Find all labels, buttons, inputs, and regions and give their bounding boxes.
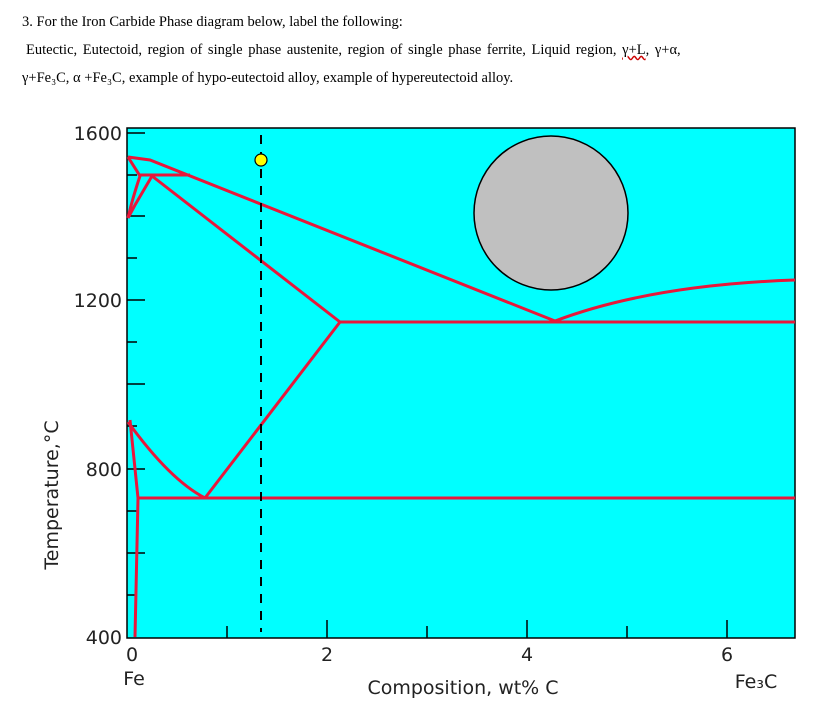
x-axis-label: Composition, wt% C [367,677,558,699]
x-tick-4: 4 [521,644,533,666]
liquidus-cementite [554,278,796,323]
composition-marker-dot[interactable] [254,153,268,167]
label-list: Eutectic, Eutectoid, region of single ph… [26,42,623,58]
x-tick-6: 6 [721,644,733,666]
y-tick-1200: 1200 [74,290,122,312]
x-start-label: Fe [123,668,145,690]
ferrite-solvus [128,419,140,638]
y-tick-800: 800 [86,459,122,481]
x-axis-ticks [226,620,728,638]
solidus-line [151,174,341,324]
question-list-line2: γ+Fe₃C, α +Fe₃C, example of hypo-eutecto… [22,70,514,86]
y-axis-label: Temperature,°C [41,420,63,570]
x-end-label: Fe₃C [735,671,777,693]
y-tick-1600: 1600 [74,123,122,145]
gray-circle [473,135,629,291]
x-tick-2: 2 [321,644,333,666]
delta-gamma-boundary [126,175,154,219]
question-title: 3. For the Iron Carbide Phase diagram be… [22,14,403,30]
liquidus-line [127,155,556,323]
label-gamma-alpha: , γ+α, [645,42,681,58]
x-tick-0: 0 [126,644,138,666]
question-list-line1: Eutectic, Eutectoid, region of single ph… [26,42,681,59]
phase-boundaries [126,155,796,638]
y-axis-ticks [127,132,145,596]
a3-line [126,421,206,500]
label-gamma-liquid: γ+L [622,42,646,58]
y-tick-400: 400 [86,627,122,649]
acm-line [203,321,342,499]
plot-area [126,127,796,639]
